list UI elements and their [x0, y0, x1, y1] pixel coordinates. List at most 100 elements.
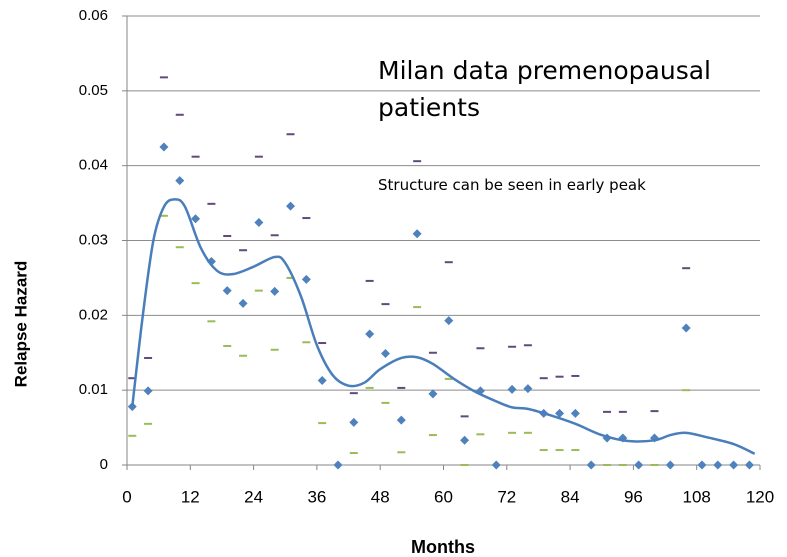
interval-bound [302, 341, 311, 344]
data-point [159, 142, 169, 152]
interval-bound [286, 133, 295, 136]
interval-bound [144, 422, 153, 425]
interval-bound [476, 347, 485, 350]
interval-bound [349, 392, 358, 395]
y-axis-label: Relapse Hazard [11, 261, 30, 388]
interval-bound [397, 451, 406, 454]
interval-bound [128, 434, 137, 437]
x-tick-label: 72 [497, 487, 516, 506]
x-tick-label: 60 [434, 487, 453, 506]
data-point [254, 218, 264, 228]
interval-bound [223, 235, 232, 238]
interval-bound [508, 345, 517, 348]
y-tick-label: 0.03 [79, 231, 108, 248]
data-point [286, 201, 296, 211]
data-point [317, 375, 327, 385]
interval-bound [365, 386, 374, 389]
interval-bound [571, 449, 580, 452]
interval-bound [650, 410, 659, 413]
interval-bound [555, 375, 564, 378]
x-tick-label: 108 [683, 487, 711, 506]
x-tick-label: 48 [371, 487, 390, 506]
interval-bound [318, 342, 327, 345]
y-tick-label: 0.06 [79, 7, 108, 24]
data-point [634, 460, 644, 470]
interval-bound [618, 464, 627, 466]
interval-bound [318, 422, 327, 425]
x-axis-label: Months [411, 537, 475, 557]
x-tick-label: 84 [561, 487, 580, 506]
data-point [222, 286, 232, 296]
data-point [301, 274, 311, 284]
interval-bound [254, 289, 263, 292]
data-point [570, 408, 580, 418]
x-tick-label: 0 [122, 487, 131, 506]
interval-bound [476, 433, 485, 436]
interval-bound [207, 202, 216, 205]
interval-bound [270, 234, 279, 237]
interval-bound [555, 449, 564, 452]
x-tick-label: 36 [307, 487, 326, 506]
x-tick-label: 24 [244, 487, 263, 506]
data-point [586, 460, 596, 470]
interval-bound [428, 434, 437, 437]
interval-bound [239, 249, 248, 252]
data-point [333, 460, 343, 470]
y-tick-label: 0.02 [79, 306, 108, 323]
y-tick-label: 0.04 [79, 157, 108, 174]
interval-bound [523, 344, 532, 347]
data-point [380, 348, 390, 358]
data-point [365, 329, 375, 339]
interval-bound [128, 377, 137, 380]
data-point [238, 298, 248, 308]
interval-bound [397, 386, 406, 389]
data-point [270, 286, 280, 296]
interval-bound [413, 160, 422, 163]
data-point [412, 229, 422, 239]
data-point [665, 460, 675, 470]
y-tick-label: 0.05 [79, 82, 108, 99]
interval-bound [523, 431, 532, 434]
y-tick-label: 0.01 [79, 381, 108, 398]
data-point [555, 408, 565, 418]
interval-bound [302, 217, 311, 220]
x-tick-label: 12 [181, 487, 200, 506]
data-point [460, 435, 470, 445]
smooth-line [131, 198, 756, 455]
interval-bound [539, 377, 548, 380]
interval-bound [381, 401, 390, 404]
interval-bound [460, 415, 469, 418]
interval-bound [175, 113, 184, 116]
interval-bound [191, 155, 200, 158]
interval-bound [603, 464, 612, 466]
interval-bound [460, 464, 469, 466]
data-point [697, 460, 707, 470]
interval-bound [539, 449, 548, 452]
interval-bound [618, 410, 627, 413]
interval-bound [175, 246, 184, 249]
interval-bound [603, 410, 612, 413]
data-point [507, 384, 517, 394]
data-point [681, 323, 691, 333]
interval-bound [207, 320, 216, 323]
data-point [143, 386, 153, 396]
chart-title: Milan data premenopausal patients [378, 56, 712, 122]
data-point [729, 460, 739, 470]
interval-bound [223, 345, 232, 348]
data-point [191, 214, 201, 224]
y-tick-label: 0 [100, 456, 108, 473]
interval-bound [444, 261, 453, 264]
interval-bound [286, 276, 295, 279]
annotation: Structure can be seen in early peak [378, 176, 646, 194]
interval-bound [365, 279, 374, 282]
data-point [175, 176, 185, 186]
interval-bound [144, 356, 153, 359]
interval-bound [650, 464, 659, 466]
data-point [428, 389, 438, 399]
interval-bound [413, 306, 422, 309]
interval-bound [159, 76, 168, 79]
data-point [491, 460, 501, 470]
data-point [349, 417, 359, 427]
interval-bound [239, 354, 248, 357]
interval-bound [508, 431, 517, 434]
